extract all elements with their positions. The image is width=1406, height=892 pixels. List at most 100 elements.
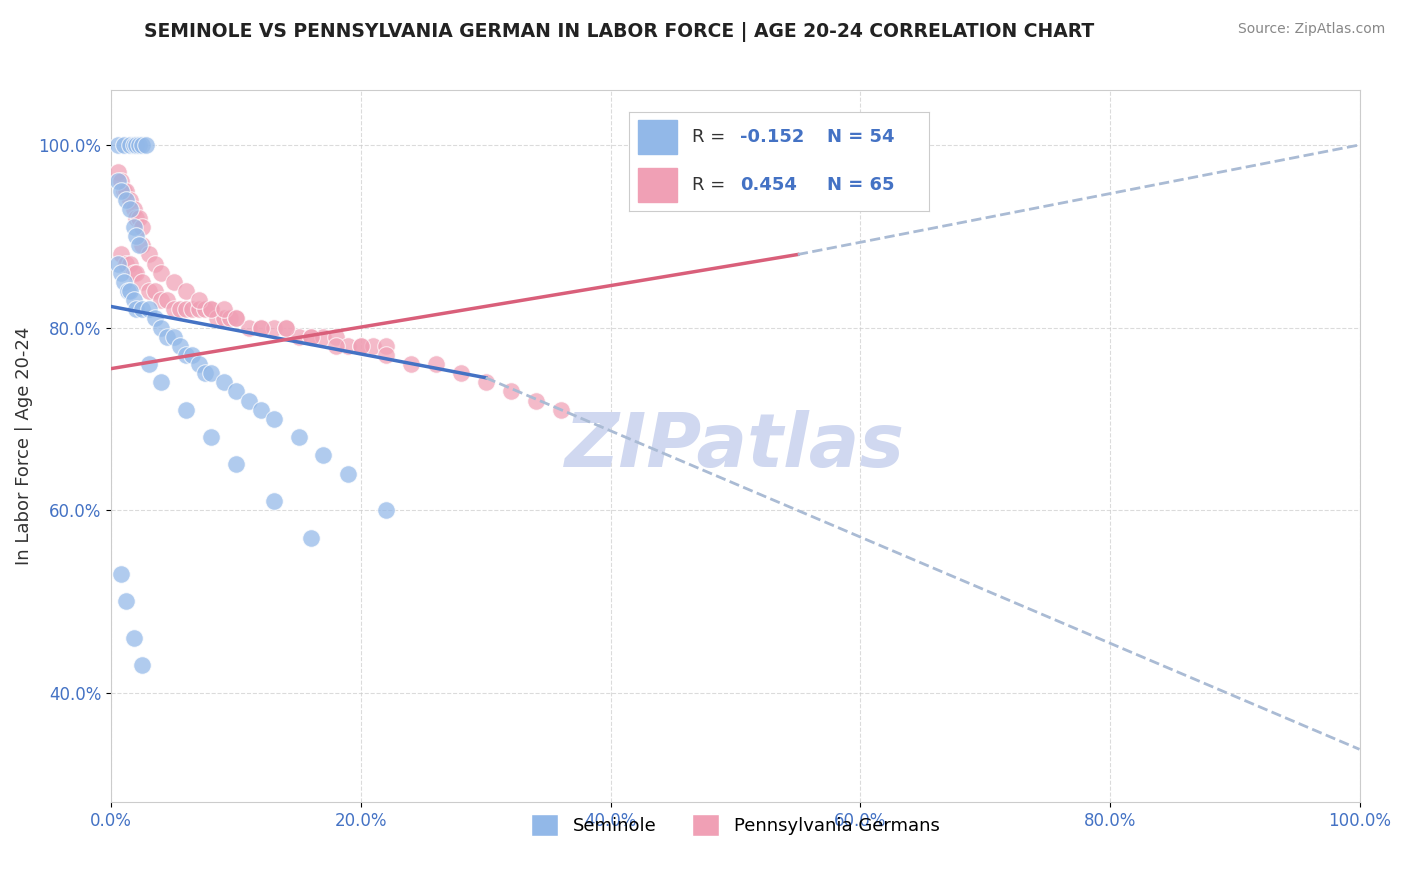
Point (150, 293, 173, 307)
Point (110, 567, 132, 582)
Point (225, 311, 247, 326)
Point (174, 284, 197, 298)
Point (122, 202, 145, 216)
Point (143, 284, 166, 298)
Point (115, 184, 138, 198)
Point (110, 266, 132, 280)
Point (374, 339, 396, 353)
Point (312, 329, 335, 343)
Text: Source: ZipAtlas.com: Source: ZipAtlas.com (1237, 22, 1385, 37)
Point (325, 339, 347, 353)
Point (138, 357, 160, 371)
Point (250, 402, 273, 417)
Point (337, 339, 360, 353)
Point (363, 339, 385, 353)
Point (122, 220, 145, 235)
Point (474, 376, 496, 390)
Point (174, 402, 197, 417)
Point (115, 193, 138, 207)
Point (225, 384, 247, 399)
Point (118, 137, 141, 152)
Point (238, 393, 260, 408)
Point (107, 137, 129, 152)
Point (110, 174, 132, 188)
Point (110, 247, 132, 261)
Point (112, 184, 135, 198)
Point (374, 503, 396, 517)
Point (169, 339, 191, 353)
Point (425, 357, 447, 371)
Point (118, 202, 141, 216)
Point (274, 320, 297, 334)
Point (107, 174, 129, 188)
Point (115, 257, 138, 271)
Point (131, 137, 153, 152)
Point (125, 211, 148, 225)
Point (250, 320, 273, 334)
Point (138, 247, 160, 261)
Point (212, 311, 235, 326)
Point (143, 257, 166, 271)
Point (122, 631, 145, 645)
Legend: Seminole, Pennsylvania Germans: Seminole, Pennsylvania Germans (524, 806, 948, 843)
Point (250, 320, 273, 334)
Point (118, 193, 141, 207)
Point (350, 339, 373, 353)
Point (187, 302, 209, 317)
Point (263, 412, 285, 426)
Point (212, 302, 235, 317)
Point (399, 357, 422, 371)
Point (128, 211, 150, 225)
Point (207, 311, 229, 326)
Point (128, 137, 150, 152)
Point (187, 293, 209, 307)
Point (194, 366, 217, 380)
Point (450, 366, 472, 380)
Point (150, 266, 173, 280)
Point (187, 357, 209, 371)
Point (337, 467, 360, 481)
Point (181, 302, 204, 317)
Point (163, 329, 186, 343)
Point (131, 220, 153, 235)
Point (174, 302, 197, 317)
Point (499, 384, 522, 399)
Point (143, 311, 166, 326)
Y-axis label: In Labor Force | Age 20-24: In Labor Force | Age 20-24 (15, 327, 32, 566)
Point (125, 137, 148, 152)
Point (138, 302, 160, 317)
Point (112, 275, 135, 289)
Point (156, 329, 179, 343)
Point (218, 311, 240, 326)
Point (299, 531, 322, 545)
Point (212, 376, 235, 390)
Point (225, 458, 247, 472)
Point (350, 339, 373, 353)
Point (150, 320, 173, 334)
Point (131, 302, 153, 317)
Point (112, 137, 135, 152)
Point (110, 184, 132, 198)
Point (131, 275, 153, 289)
Point (125, 266, 148, 280)
Point (263, 320, 285, 334)
Text: ZIPatlas: ZIPatlas (565, 409, 905, 483)
Point (299, 329, 322, 343)
Point (163, 275, 186, 289)
Point (107, 165, 129, 179)
Point (263, 494, 285, 508)
Point (118, 257, 141, 271)
Point (524, 393, 547, 408)
Point (131, 238, 153, 252)
Point (181, 348, 204, 362)
Point (138, 284, 160, 298)
Point (163, 302, 186, 317)
Point (312, 448, 335, 462)
Point (238, 320, 260, 334)
Point (299, 329, 322, 343)
Point (122, 293, 145, 307)
Point (200, 302, 222, 317)
Point (118, 284, 141, 298)
Point (200, 366, 222, 380)
Point (287, 329, 309, 343)
